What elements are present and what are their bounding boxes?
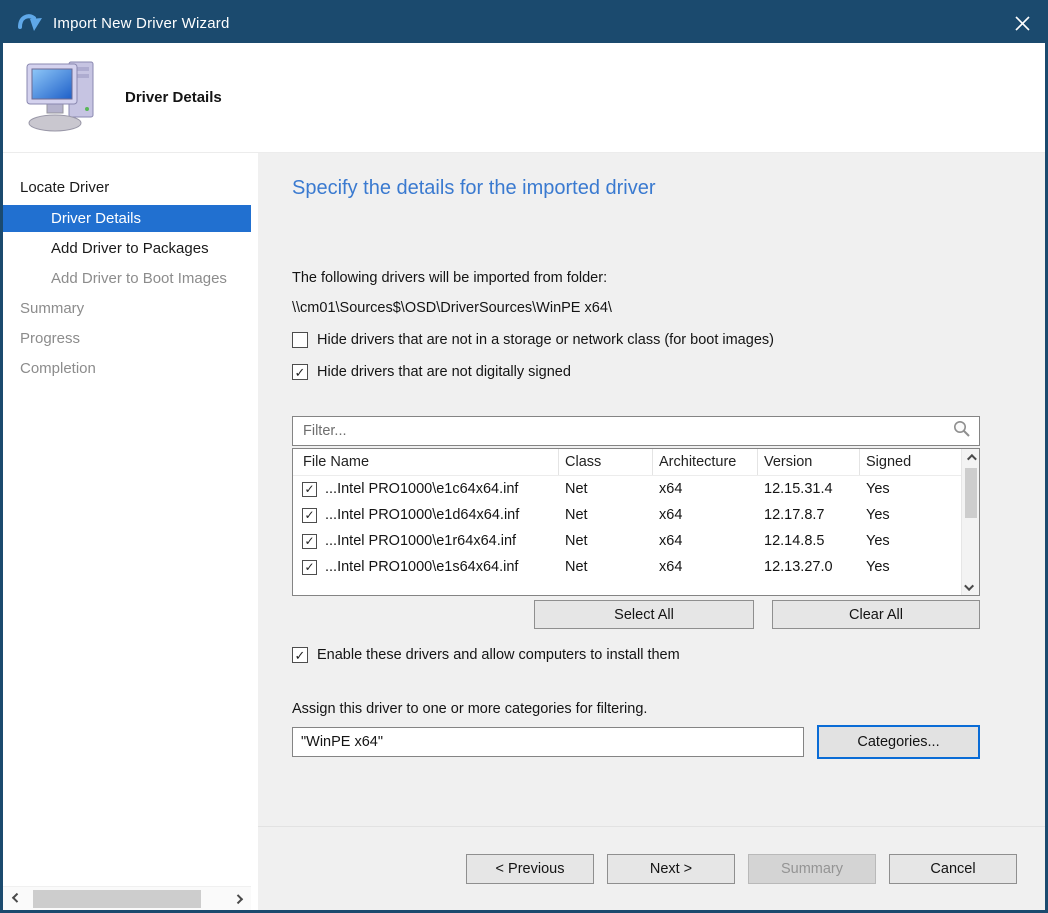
table-row[interactable]: ✓ ...Intel PRO1000\e1d64x64.inf Net x64 …	[293, 502, 961, 528]
window-title: Import New Driver Wizard	[53, 14, 230, 32]
checkbox-unchecked	[292, 332, 308, 348]
hscroll-thumb[interactable]	[33, 889, 201, 908]
column-header-version[interactable]: Version	[758, 449, 860, 475]
check-icon: ✓	[304, 560, 315, 574]
column-header-class[interactable]: Class	[559, 449, 653, 475]
cell-class: Net	[565, 481, 588, 497]
sidebar-item-summary: Summary	[20, 300, 85, 317]
table-row[interactable]: ✓ ...Intel PRO1000\e1c64x64.inf Net x64 …	[293, 476, 961, 502]
categories-button[interactable]: Categories...	[817, 725, 980, 759]
cell-file-name: ...Intel PRO1000\e1s64x64.inf	[325, 559, 519, 575]
checkbox-checked: ✓	[292, 647, 308, 663]
select-all-button[interactable]: Select All	[534, 600, 754, 629]
cell-file-name: ...Intel PRO1000\e1r64x64.inf	[325, 533, 517, 549]
column-header-signed[interactable]: Signed	[866, 454, 912, 470]
row-checkbox[interactable]: ✓	[302, 507, 317, 523]
cell-version: 12.17.8.7	[764, 507, 825, 523]
table-row[interactable]: ✓ ...Intel PRO1000\e1r64x64.inf Net x64 …	[293, 528, 961, 554]
cell-file-name: ...Intel PRO1000\e1d64x64.inf	[325, 507, 520, 523]
scroll-right-icon[interactable]	[227, 888, 247, 910]
footer: < Previous Next > Summary Cancel	[258, 826, 1045, 910]
sidebar-hscrollbar[interactable]	[3, 886, 251, 910]
checkbox-checked: ✓	[292, 364, 308, 380]
sidebar-item-completion: Completion	[20, 360, 96, 377]
column-header-file-name[interactable]: File Name	[293, 449, 559, 475]
sidebar-content-gutter	[251, 153, 258, 910]
assign-categories-label: Assign this driver to one or more catego…	[292, 701, 648, 717]
computer-icon	[23, 57, 101, 138]
check-icon: ✓	[304, 482, 315, 496]
cell-version: 12.14.8.5	[764, 533, 825, 549]
checkbox-label: Hide drivers that are not digitally sign…	[317, 364, 571, 380]
table-row[interactable]: ✓ ...Intel PRO1000\e1s64x64.inf Net x64 …	[293, 554, 961, 580]
category-input[interactable]	[292, 727, 805, 757]
previous-button[interactable]: < Previous	[466, 853, 594, 884]
folder-intro-text: The following drivers will be imported f…	[292, 270, 608, 286]
enable-drivers-checkbox[interactable]: ✓ Enable these drivers and allow compute…	[292, 647, 980, 663]
close-icon	[1014, 15, 1030, 31]
search-icon	[952, 419, 971, 443]
hide-storage-network-checkbox[interactable]: Hide drivers that are not in a storage o…	[292, 332, 980, 348]
cell-signed: Yes	[866, 533, 890, 549]
drivers-table-content: File Name Class Architecture Version Sig…	[293, 449, 961, 595]
summary-button: Summary	[748, 853, 876, 884]
row-checkbox[interactable]: ✓	[302, 533, 317, 549]
hscroll-track[interactable]	[27, 889, 227, 908]
hide-unsigned-checkbox[interactable]: ✓ Hide drivers that are not digitally si…	[292, 364, 980, 380]
sidebar-item-driver-details[interactable]: Driver Details	[3, 205, 251, 232]
vscroll-thumb[interactable]	[964, 468, 977, 518]
cell-signed: Yes	[866, 507, 890, 523]
checkbox-label: Hide drivers that are not in a storage o…	[317, 332, 774, 348]
selection-buttons-row: Select All Clear All	[292, 600, 980, 629]
drivers-table: File Name Class Architecture Version Sig…	[292, 448, 980, 596]
cancel-button[interactable]: Cancel	[889, 853, 1017, 884]
cell-architecture: x64	[659, 507, 683, 523]
close-button[interactable]	[999, 3, 1045, 43]
wizard-icon	[16, 11, 42, 35]
content-pane: Specify the details for the imported dri…	[258, 153, 1045, 910]
cell-version: 12.13.27.0	[764, 559, 833, 575]
filter-input[interactable]	[303, 423, 952, 439]
clear-all-button[interactable]: Clear All	[772, 600, 980, 629]
check-icon: ✓	[294, 647, 306, 663]
cell-architecture: x64	[659, 533, 683, 549]
check-icon: ✓	[304, 508, 315, 522]
next-button[interactable]: Next >	[607, 853, 735, 884]
cell-signed: Yes	[866, 559, 890, 575]
row-checkbox[interactable]: ✓	[302, 481, 317, 497]
folder-path: \\cm01\Sources$\OSD\DriverSources\WinPE …	[292, 300, 612, 316]
cell-class: Net	[565, 533, 588, 549]
sidebar-item-add-driver-to-packages[interactable]: Add Driver to Packages	[51, 240, 209, 257]
table-vscrollbar[interactable]	[961, 449, 979, 595]
sidebar-item-locate-driver[interactable]: Locate Driver	[20, 179, 110, 196]
wizard-body: Locate Driver Driver Details Add Driver …	[3, 153, 1045, 910]
cell-file-name: ...Intel PRO1000\e1c64x64.inf	[325, 481, 519, 497]
filter-box	[292, 416, 980, 446]
cell-architecture: x64	[659, 559, 683, 575]
content-heading: Specify the details for the imported dri…	[292, 177, 656, 199]
table-header: File Name Class Architecture Version Sig…	[293, 449, 961, 476]
scroll-left-icon[interactable]	[7, 888, 27, 910]
cell-class: Net	[565, 559, 588, 575]
sidebar: Locate Driver Driver Details Add Driver …	[3, 153, 251, 910]
scroll-up-icon[interactable]	[962, 449, 979, 465]
main-area: Specify the details for the imported dri…	[258, 153, 1045, 826]
check-icon: ✓	[304, 534, 315, 548]
sidebar-item-add-driver-to-boot-images: Add Driver to Boot Images	[51, 270, 227, 287]
page-title: Driver Details	[125, 89, 222, 106]
column-header-architecture[interactable]: Architecture	[653, 449, 758, 475]
sidebar-item-progress: Progress	[20, 330, 81, 347]
cell-class: Net	[565, 507, 588, 523]
wizard-header: Driver Details	[3, 43, 1045, 153]
row-checkbox[interactable]: ✓	[302, 559, 317, 575]
checkbox-label: Enable these drivers and allow computers…	[317, 647, 680, 663]
check-icon: ✓	[294, 364, 306, 380]
assign-categories-row: Categories...	[292, 725, 980, 759]
scroll-down-icon[interactable]	[962, 579, 979, 595]
cell-version: 12.15.31.4	[764, 481, 833, 497]
titlebar: Import New Driver Wizard	[3, 3, 1045, 43]
cell-architecture: x64	[659, 481, 683, 497]
cell-signed: Yes	[866, 481, 890, 497]
